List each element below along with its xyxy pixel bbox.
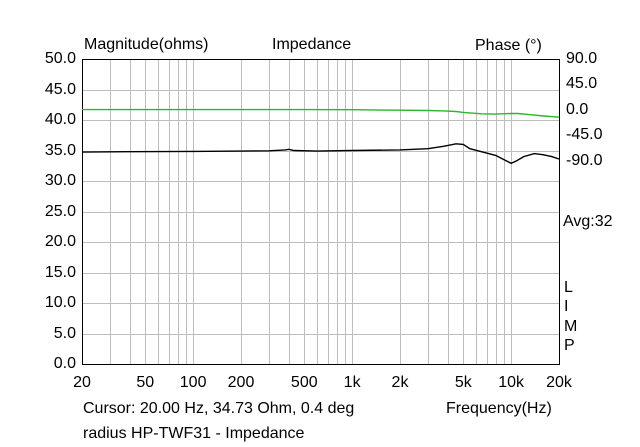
right-tick-label: -45.0 (566, 126, 603, 144)
left-tick-label: 40.0 (44, 111, 76, 128)
right-tick-label: 90.0 (566, 50, 598, 67)
x-tick-label: 5k (454, 374, 472, 391)
left-axis-label: Magnitude(ohms) (84, 36, 209, 53)
phase-line (82, 108, 560, 118)
x-tick-label: 2k (391, 374, 409, 391)
right-axis-label: Phase (°) (475, 37, 542, 54)
chart-series (81, 108, 560, 165)
right-tick-label: 0.0 (566, 100, 589, 118)
right-tick-label: 45.0 (566, 75, 598, 93)
left-tick-label: 0.0 (53, 355, 76, 372)
x-tick-label: 50 (136, 374, 155, 391)
x-tick-label: 20k (546, 374, 572, 391)
left-tick-label: 35.0 (44, 141, 76, 159)
plot-frame (82, 59, 560, 365)
left-tick-label: 45.0 (44, 80, 76, 98)
left-tick-label: 30.0 (44, 172, 76, 189)
cursor-readout: Cursor: 20.00 Hz, 34.73 Ohm, 0.4 deg (83, 400, 355, 417)
limp-letter: L (564, 279, 573, 296)
x-tick-label: 20 (73, 374, 91, 391)
average-label: Avg:32 (563, 213, 613, 230)
x-axis-label: Frequency(Hz) (446, 400, 552, 417)
limp-letter: P (564, 337, 575, 354)
x-tick-label: 500 (290, 374, 318, 391)
x-tick-label: 1k (343, 374, 361, 391)
chart-grid (82, 59, 560, 365)
left-tick-label: 5.0 (53, 324, 76, 342)
limp-letter: I (564, 298, 569, 315)
left-tick-label: 50.0 (44, 50, 76, 67)
left-tick-label: 10.0 (44, 294, 76, 311)
x-tick-label: 10k (498, 374, 525, 391)
left-tick-label: 15.0 (44, 263, 76, 281)
impedance-line (81, 143, 560, 165)
x-tick-label: 100 (179, 374, 207, 391)
limp-letter: M (564, 318, 578, 335)
left-tick-label: 25.0 (44, 202, 76, 220)
right-tick-label: -90.0 (566, 151, 603, 169)
left-tick-label: 20.0 (44, 233, 76, 250)
chart-title: Impedance (272, 36, 352, 53)
x-tick-label: 200 (227, 374, 255, 391)
chart-caption: radius HP-TWF31 - Impedance (83, 425, 305, 442)
